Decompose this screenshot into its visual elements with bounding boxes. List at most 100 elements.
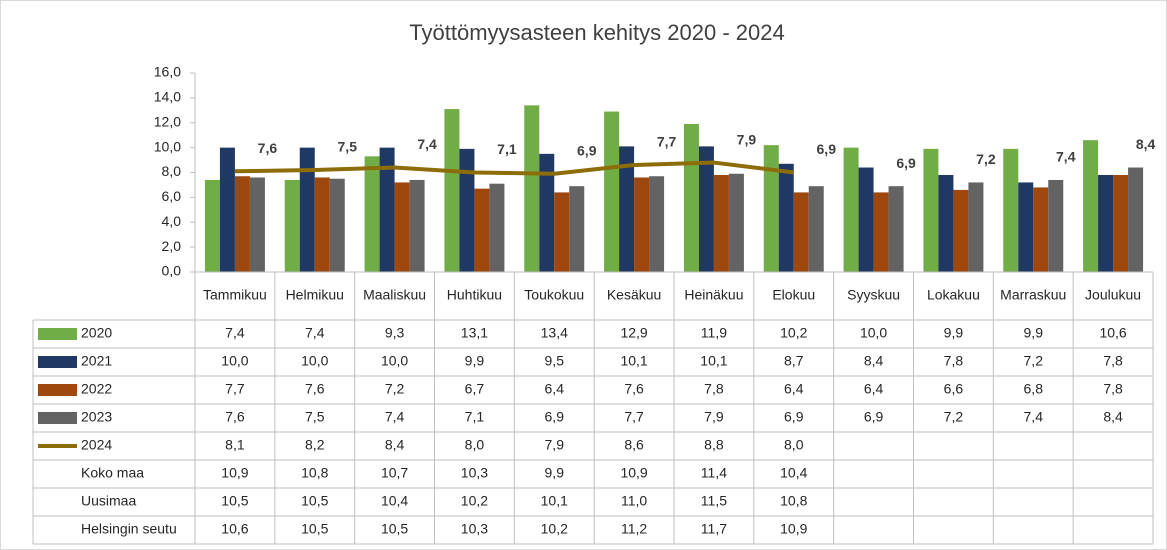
data-label: 7,4 (417, 136, 437, 152)
row-label: Koko maa (81, 465, 144, 481)
table-cell: 11,2 (621, 521, 647, 537)
bar (1098, 174, 1114, 272)
table-cell: 10,1 (700, 353, 727, 369)
table-cell: 12,9 (620, 325, 647, 341)
bar (219, 147, 235, 272)
y-tick-label: 8,0 (162, 163, 182, 179)
table-cell: 8,4 (864, 353, 884, 369)
table-cell: 10,1 (541, 493, 568, 509)
table-cell: 6,9 (864, 409, 884, 425)
table-cell: 11,9 (701, 325, 727, 341)
bar (1018, 182, 1034, 272)
bar (1003, 148, 1019, 272)
row-label: Uusimaa (81, 493, 136, 509)
legend-label: 2024 (81, 437, 112, 453)
x-tick-label: Helmikuu (286, 287, 344, 303)
bar (634, 177, 650, 272)
bar (489, 183, 505, 272)
table-cell: 6,7 (465, 381, 485, 397)
bar (1083, 140, 1099, 272)
table-cell: 10,2 (541, 521, 568, 537)
bar (968, 182, 984, 272)
y-tick-label: 12,0 (154, 113, 181, 129)
bar (284, 179, 300, 272)
data-label: 7,6 (258, 140, 278, 156)
bar (329, 178, 345, 272)
table-cell: 10,0 (381, 353, 408, 369)
bar (888, 186, 904, 272)
table-cell: 10,5 (301, 521, 328, 537)
table-cell: 8,6 (624, 437, 644, 453)
table-cell: 9,9 (1024, 325, 1044, 341)
table-cell: 7,9 (704, 409, 724, 425)
table-cell: 7,1 (465, 409, 485, 425)
table-cell: 11,5 (701, 493, 727, 509)
bar (778, 163, 794, 272)
table-cell: 9,5 (545, 353, 565, 369)
bar (698, 146, 714, 272)
table-cell: 11,4 (701, 465, 727, 481)
table-cell: 7,8 (944, 353, 964, 369)
table-cell: 11,7 (701, 521, 727, 537)
bar (314, 177, 330, 272)
bar (938, 174, 954, 272)
data-label: 7,4 (1056, 149, 1076, 165)
x-tick-label: Toukokuu (524, 287, 584, 303)
table-cell: 10,9 (780, 521, 807, 537)
table-cell: 8,8 (704, 437, 724, 453)
bar (364, 156, 380, 272)
bar (683, 123, 699, 273)
table-cell: 8,4 (1103, 409, 1123, 425)
bar (249, 177, 265, 272)
table-cell: 8,4 (385, 437, 405, 453)
table-cell: 7,8 (704, 381, 724, 397)
bar (1113, 174, 1129, 272)
x-tick-label: Lokakuu (927, 287, 980, 303)
x-tick-label: Tammikuu (203, 287, 267, 303)
bar (394, 182, 410, 272)
y-tick-label: 4,0 (162, 213, 182, 229)
table-cell: 8,0 (465, 437, 485, 453)
table-cell: 9,9 (944, 325, 964, 341)
table-cell: 7,2 (1024, 353, 1044, 369)
table-cell: 7,2 (385, 381, 405, 397)
bar (1048, 179, 1064, 272)
table-cell: 10,3 (461, 465, 488, 481)
legend-symbol (38, 384, 77, 396)
bar (604, 111, 620, 273)
y-tick-label: 6,0 (162, 188, 182, 204)
x-tick-label: Kesäkuu (607, 287, 661, 303)
x-tick-label: Huhtikuu (447, 287, 502, 303)
table-cell: 6,9 (545, 409, 565, 425)
bar (444, 109, 460, 272)
table-cell: 10,8 (301, 465, 328, 481)
table-cell: 11,0 (621, 493, 647, 509)
table-cell: 10,9 (620, 465, 647, 481)
bar (554, 192, 570, 272)
table-cell: 10,0 (301, 353, 328, 369)
table-cell: 13,4 (541, 325, 568, 341)
table-cell: 7,8 (1103, 381, 1123, 397)
bar (569, 186, 585, 272)
bar (649, 176, 665, 272)
table-cell: 10,8 (780, 493, 807, 509)
y-tick-label: 0,0 (162, 263, 182, 279)
table-cell: 10,6 (1099, 325, 1126, 341)
legend-label: 2021 (81, 353, 112, 369)
x-tick-label: Marraskuu (1000, 287, 1066, 303)
bar (204, 179, 220, 272)
table-cell: 10,6 (221, 521, 248, 537)
table-cell: 7,4 (1024, 409, 1044, 425)
bar (459, 148, 475, 272)
bar (793, 192, 809, 272)
bar (873, 192, 889, 272)
y-tick-label: 10,0 (154, 138, 181, 154)
table-cell: 13,1 (461, 325, 488, 341)
bar (843, 147, 859, 272)
bar (713, 174, 729, 272)
table-cell: 10,5 (301, 493, 328, 509)
legend-label: 2022 (81, 381, 112, 397)
table-cell: 10,5 (221, 493, 248, 509)
table-cell: 7,6 (305, 381, 325, 397)
